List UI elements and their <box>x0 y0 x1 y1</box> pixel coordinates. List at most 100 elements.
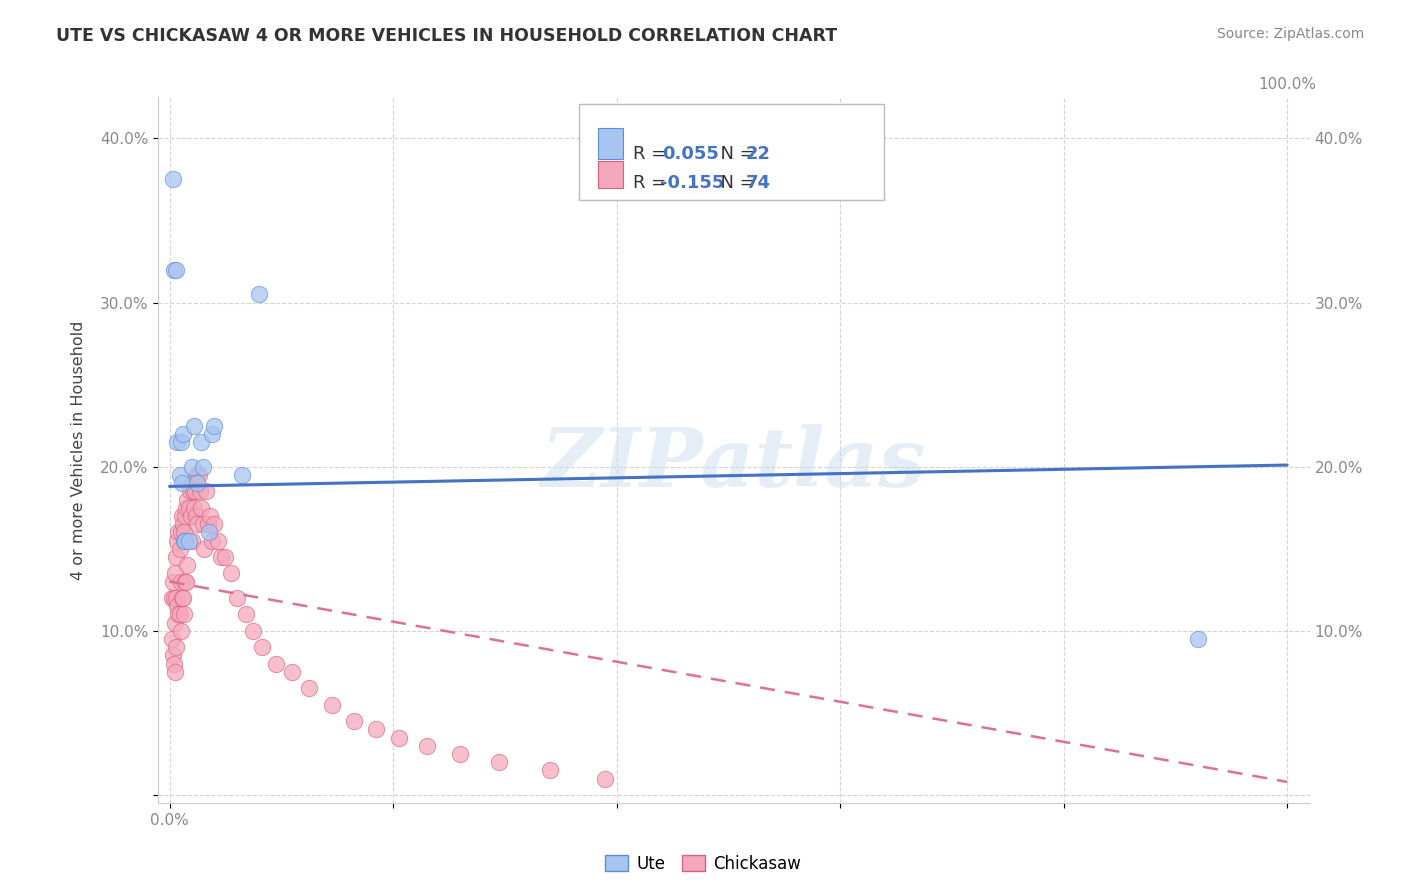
Point <box>165 591 187 605</box>
Point <box>538 764 561 778</box>
Point <box>160 632 183 646</box>
Point <box>179 484 201 499</box>
Point <box>187 467 209 482</box>
Point <box>176 558 198 573</box>
Point <box>197 517 219 532</box>
Text: ZIPatlas: ZIPatlas <box>541 425 927 504</box>
Point <box>173 607 195 622</box>
Point <box>595 772 617 786</box>
Point <box>449 747 471 761</box>
Point <box>170 525 193 540</box>
Point <box>160 591 183 605</box>
Point <box>186 508 208 523</box>
Point <box>169 467 191 482</box>
Point <box>242 624 264 638</box>
Point <box>169 541 191 556</box>
Point <box>166 435 188 450</box>
Text: Source: ZipAtlas.com: Source: ZipAtlas.com <box>1216 27 1364 41</box>
Point <box>170 591 193 605</box>
Point <box>188 484 211 499</box>
Point <box>198 508 221 523</box>
Point <box>165 615 187 630</box>
Point <box>214 549 236 564</box>
Point <box>172 426 194 441</box>
Point <box>186 467 208 482</box>
Point <box>343 714 366 728</box>
Text: N =: N = <box>709 174 761 192</box>
Point <box>183 418 205 433</box>
Point <box>488 755 510 769</box>
Point <box>209 549 232 564</box>
Point <box>190 435 212 450</box>
Point <box>231 467 253 482</box>
Point <box>264 657 287 671</box>
Point <box>191 517 214 532</box>
Point <box>186 517 208 532</box>
Point <box>176 492 198 507</box>
Point <box>193 541 215 556</box>
Point <box>166 533 188 548</box>
Point <box>201 426 224 441</box>
Point <box>186 476 208 491</box>
Point <box>180 533 202 548</box>
Point <box>321 698 343 712</box>
Point <box>252 640 274 655</box>
Point <box>172 517 194 532</box>
Point <box>366 723 388 737</box>
Point <box>165 566 187 581</box>
Point <box>184 484 207 499</box>
Text: 74: 74 <box>745 174 770 192</box>
Point <box>190 500 212 515</box>
Point <box>162 574 184 589</box>
Point <box>388 731 411 745</box>
Point <box>225 591 247 605</box>
Y-axis label: 4 or more Vehicles in Household: 4 or more Vehicles in Household <box>72 320 86 580</box>
Point <box>163 262 186 277</box>
Point <box>195 484 218 499</box>
Point <box>174 508 197 523</box>
Text: R =: R = <box>633 174 672 192</box>
Point <box>166 599 188 614</box>
Point <box>180 476 202 491</box>
Point <box>163 591 186 605</box>
Point <box>174 533 197 548</box>
Text: N =: N = <box>709 145 761 162</box>
Point <box>165 640 187 655</box>
Point <box>174 574 197 589</box>
Point <box>162 648 184 663</box>
Point <box>165 665 187 679</box>
Point <box>170 574 193 589</box>
Point <box>202 517 225 532</box>
Text: 0.055: 0.055 <box>662 145 720 162</box>
Point <box>165 549 187 564</box>
FancyBboxPatch shape <box>598 128 623 160</box>
Point <box>180 459 202 474</box>
Point <box>415 739 437 753</box>
Point <box>207 533 229 548</box>
Point <box>173 525 195 540</box>
Text: 22: 22 <box>745 145 770 162</box>
Point <box>169 607 191 622</box>
Point <box>177 500 200 515</box>
Point <box>201 533 224 548</box>
Point <box>181 484 204 499</box>
Point <box>281 665 304 679</box>
Point <box>167 525 190 540</box>
Legend: Ute, Chickasaw: Ute, Chickasaw <box>598 848 808 880</box>
Point <box>183 500 205 515</box>
Point <box>177 533 200 548</box>
Point <box>170 624 193 638</box>
Point <box>1187 632 1209 646</box>
Point <box>174 574 197 589</box>
Point <box>162 172 184 186</box>
Point <box>235 607 257 622</box>
Point <box>191 459 214 474</box>
Point <box>219 566 242 581</box>
Point <box>180 508 202 523</box>
Point <box>197 525 219 540</box>
Point <box>298 681 321 696</box>
Point <box>170 435 193 450</box>
Point <box>170 508 193 523</box>
Point <box>172 591 194 605</box>
Point <box>167 607 190 622</box>
